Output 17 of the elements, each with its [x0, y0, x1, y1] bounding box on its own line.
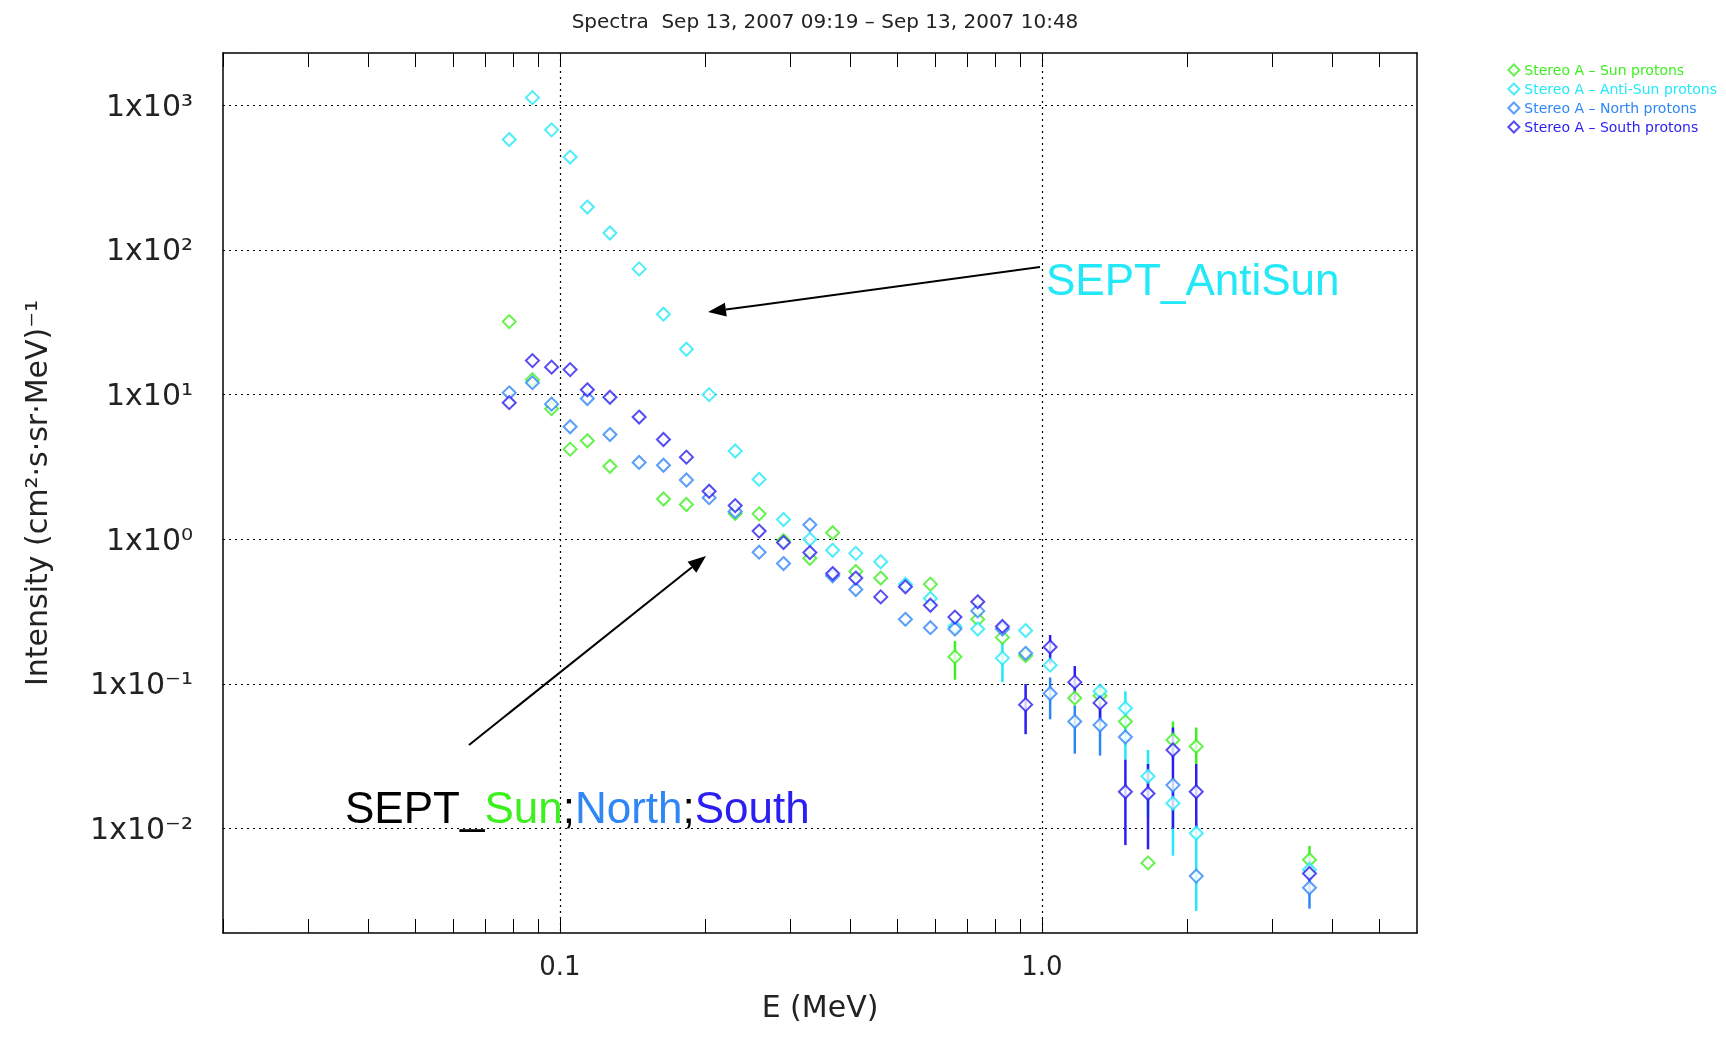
y-axis-title: Intensity (cm²·s·sr·MeV)⁻¹ [18, 299, 54, 687]
chart-title: Spectra Sep 13, 2007 09:19 – Sep 13, 2007 10:48 [571, 9, 1079, 33]
annotation: SEPT_AntiSun [1046, 254, 1340, 304]
legend-label: Stereo A – South protons [1524, 119, 1699, 135]
y-tick-label: 1x10⁻¹ [90, 666, 193, 702]
y-tick-label: 1x10⁰ [105, 521, 193, 557]
legend-label: Stereo A – Anti-Sun protons [1524, 81, 1718, 97]
x-tick-label: 0.1 [539, 951, 581, 981]
y-tick-label: 1x10⁻² [90, 811, 193, 847]
y-tick-label: 1x10³ [105, 87, 193, 123]
legend-label: Stereo A – Sun protons [1524, 62, 1685, 78]
x-tick-label: 1.0 [1021, 951, 1063, 981]
annotation: SEPT_Sun;North;South [345, 782, 810, 832]
legend-label: Stereo A – North protons [1524, 100, 1697, 116]
x-axis-title: E (MeV) [761, 988, 879, 1024]
y-tick-label: 1x10¹ [105, 377, 193, 413]
y-tick-label: 1x10² [105, 232, 193, 268]
